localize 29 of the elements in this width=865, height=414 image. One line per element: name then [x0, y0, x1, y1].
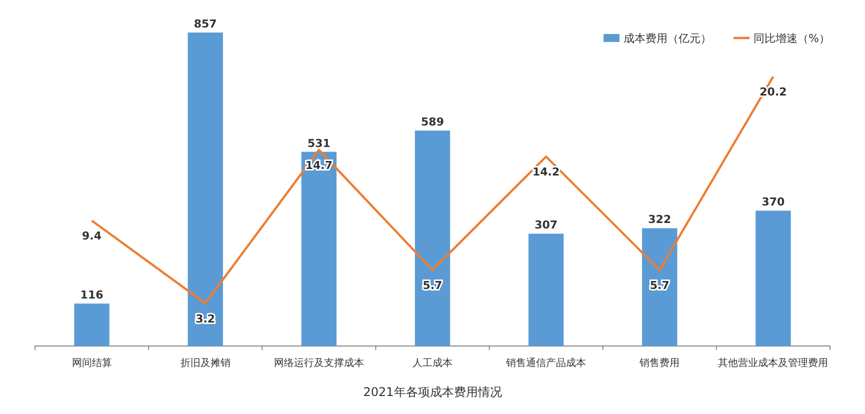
- data-label: 9.4: [82, 230, 102, 243]
- data-label: 5.7: [422, 278, 442, 292]
- legend-label: 同比增速（%）: [754, 32, 830, 45]
- data-label: 5.7: [650, 278, 670, 292]
- bar: [74, 304, 110, 346]
- data-label: 3.2: [196, 312, 216, 326]
- x-tick-label: 人工成本: [412, 357, 452, 369]
- text: 2021年各项成本费用情况: [363, 385, 502, 399]
- x-tick-label: 销售通信产品成本: [505, 357, 586, 369]
- legend-label: 成本费用（亿元）: [624, 32, 712, 45]
- x-tick-label: 其他营业成本及管理费用: [718, 357, 828, 369]
- bar: [301, 152, 337, 346]
- x-tick-label: 网络运行及支撑成本: [274, 357, 364, 369]
- x-tick-label: 折旧及摊销: [180, 357, 230, 369]
- bar: [414, 130, 450, 346]
- data-label: 307: [534, 218, 558, 232]
- data-label: 857: [194, 18, 217, 31]
- bar: [642, 228, 678, 346]
- bar: [756, 210, 791, 346]
- data-label: 589: [421, 116, 444, 129]
- data-label: 370: [762, 196, 786, 209]
- bar: [528, 234, 564, 346]
- x-tick-label: 网间结算: [72, 357, 112, 369]
- data-label: 322: [648, 213, 672, 226]
- data-label: 531: [307, 136, 330, 150]
- data-label: 14.2: [532, 166, 560, 179]
- x-tick-label: 销售费用: [638, 357, 680, 369]
- bar: [188, 32, 223, 346]
- data-label: 116: [80, 288, 104, 302]
